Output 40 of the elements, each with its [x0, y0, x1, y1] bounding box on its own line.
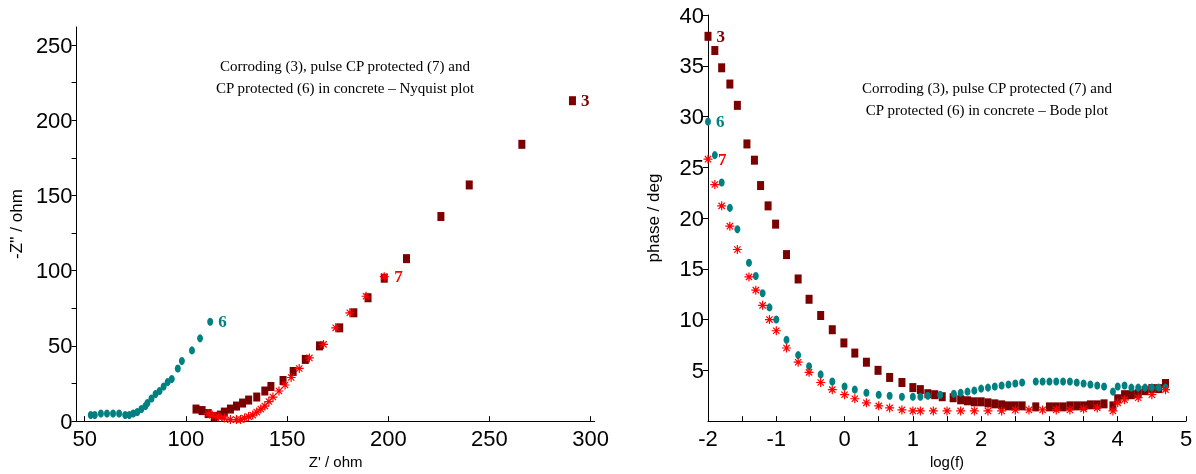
series-label: 6	[218, 312, 227, 332]
y-tick-label: 50	[48, 333, 73, 359]
x-tick-label: -1	[766, 425, 787, 451]
y-tick-label: 30	[679, 104, 704, 130]
x-tick-label: 2	[975, 425, 988, 451]
y-tick-label: 250	[35, 32, 73, 58]
y-tick-label: 200	[35, 107, 73, 133]
y-tick-label: 100	[35, 258, 73, 284]
x-axis-title: log(f)	[929, 453, 965, 470]
y-axis-title: -Z'' / ohm	[7, 189, 26, 259]
y-tick-label: 35	[679, 53, 704, 79]
y-tick-label: 25	[679, 154, 704, 180]
x-tick-label: 0	[838, 425, 851, 451]
series-label: 3	[716, 26, 725, 46]
y-tick-label: 10	[679, 307, 704, 333]
x-tick-label: -2	[698, 425, 718, 451]
x-tick-label: 150	[268, 425, 306, 451]
x-tick-label: 100	[167, 425, 205, 451]
x-tick-label: 200	[369, 425, 407, 451]
y-tick-label: 15	[679, 256, 704, 282]
y-tick-label: 20	[679, 205, 704, 231]
x-tick-label: 250	[471, 425, 508, 451]
series-label: 7	[718, 149, 728, 169]
x-tick-label: 4	[1111, 425, 1124, 451]
x-axis-title: Z' / ohm	[308, 453, 363, 470]
series-label: 3	[580, 91, 590, 111]
x-tick-label: 50	[72, 425, 97, 451]
series-label: 7	[394, 267, 404, 287]
y-axis-title: phase / deg	[644, 173, 663, 263]
text: Corroding (3), pulse CP protected (7) and CP protected (6) in concrete – Nyquist plot	[215, 58, 475, 97]
x-tick-label: 3	[1043, 425, 1056, 451]
x-tick-label: 1	[906, 425, 919, 451]
series-label: 6	[716, 112, 725, 132]
y-tick-label: 0	[60, 408, 73, 434]
y-tick-label: 5	[691, 357, 704, 383]
y-tick-label: 40	[679, 2, 704, 28]
y-tick-label: 150	[35, 182, 73, 208]
x-tick-label: 300	[572, 425, 610, 451]
x-tick-label: 5	[1179, 425, 1193, 451]
text: Corroding (3), pulse CP protected (7) and CP protected (6) in concrete – Bode plot	[862, 80, 1113, 119]
